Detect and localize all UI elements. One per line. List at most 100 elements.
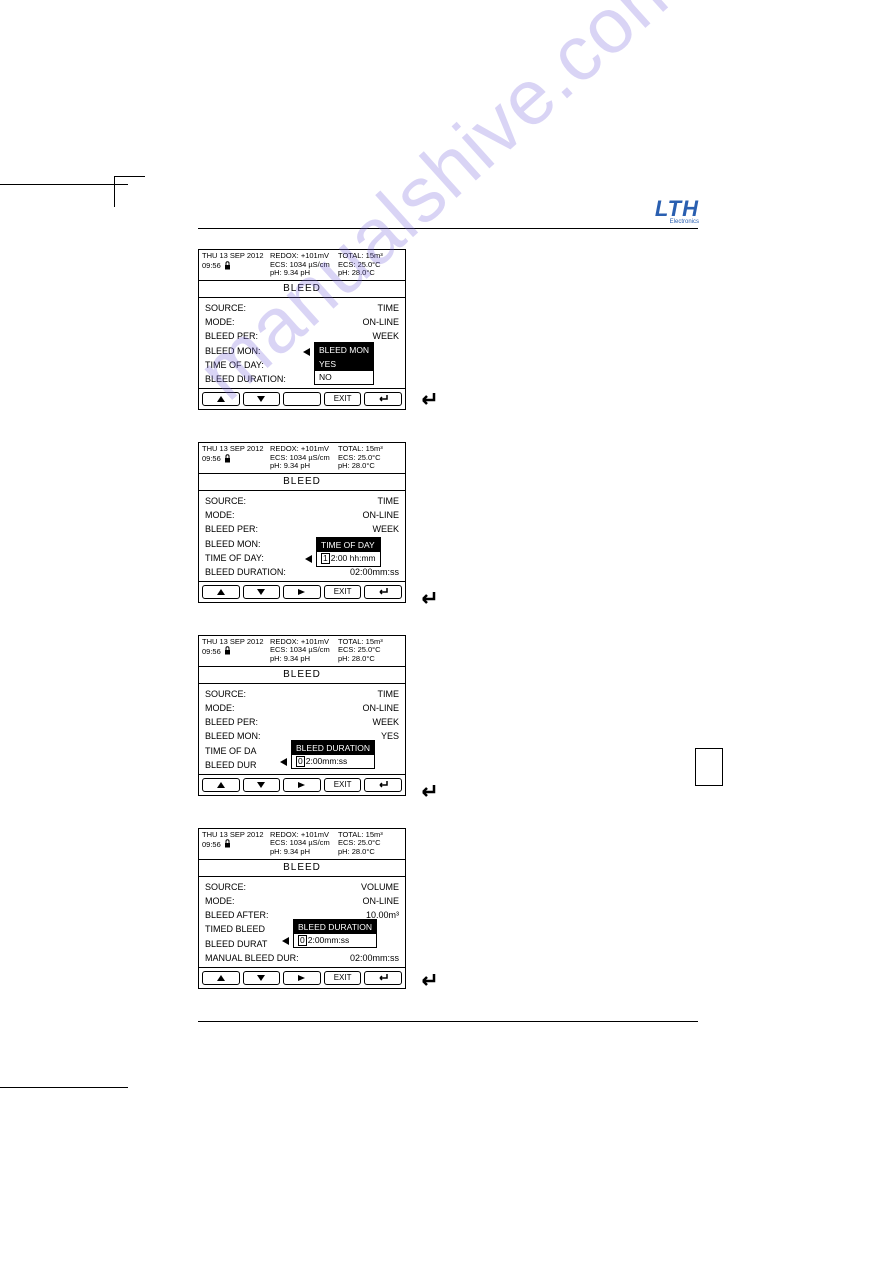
popup-input[interactable]: 02:00mm:ss xyxy=(294,934,376,948)
enter-button[interactable] xyxy=(364,778,402,792)
param-value: WEEK xyxy=(372,717,399,728)
screen-body: SOURCE: VOLUME MODE: ON-LINE BLEED AFTER… xyxy=(199,877,405,967)
screen-title: BLEED xyxy=(199,860,405,878)
lcd-screenshot: THU 13 SEP 2012 09:56 REDOX: +101mVECS: … xyxy=(198,828,406,989)
screen-header: THU 13 SEP 2012 09:56 REDOX: +101mVECS: … xyxy=(199,250,405,281)
page-tab xyxy=(695,748,723,786)
param-label: MANUAL BLEED DUR: xyxy=(205,953,299,964)
enter-button[interactable] xyxy=(364,392,402,406)
param-row: SOURCE: VOLUME xyxy=(205,880,399,894)
param-value: TIME xyxy=(378,496,400,507)
param-label: BLEED DURATION: xyxy=(205,567,286,578)
param-row: MANUAL BLEED DUR: 02:00mm:ss xyxy=(205,951,399,965)
param-value: ON-LINE xyxy=(362,703,399,714)
param-value: VOLUME xyxy=(361,882,399,893)
hdr-col-1: THU 13 SEP 2012 09:56 xyxy=(202,638,266,664)
hdr-time: 09:56 xyxy=(202,841,221,850)
popup: BLEED MON YESNO xyxy=(314,342,374,385)
param-value: ON-LINE xyxy=(362,317,399,328)
bottom-rule xyxy=(198,1021,698,1022)
param-label: MODE: xyxy=(205,703,235,714)
param-label: TIME OF DAY: xyxy=(205,553,264,564)
top-rule xyxy=(198,228,698,229)
hdr-col-1: THU 13 SEP 2012 09:56 xyxy=(202,831,266,857)
up-button[interactable] xyxy=(202,971,240,985)
up-button[interactable] xyxy=(202,778,240,792)
screen-body: SOURCE: TIME MODE: ON-LINE BLEED PER: WE… xyxy=(199,491,405,581)
enter-icon xyxy=(418,590,438,611)
lock-icon xyxy=(224,839,231,851)
param-label: MODE: xyxy=(205,317,235,328)
param-label: SOURCE: xyxy=(205,303,246,314)
screen-header: THU 13 SEP 2012 09:56 REDOX: +101mVECS: … xyxy=(199,636,405,667)
screen-footer: EXIT xyxy=(199,581,405,602)
param-label: BLEED MON: xyxy=(205,539,261,550)
crop-corner-tl xyxy=(114,176,145,207)
popup-option[interactable]: YES xyxy=(315,357,373,371)
param-row: SOURCE: TIME xyxy=(205,687,399,701)
up-button[interactable] xyxy=(202,585,240,599)
param-row: MODE: ON-LINE xyxy=(205,509,399,523)
param-label: BLEED MON: xyxy=(205,731,261,742)
exit-button[interactable]: EXIT xyxy=(324,585,362,599)
param-label: BLEED PER: xyxy=(205,524,258,535)
right-button[interactable] xyxy=(283,392,321,406)
down-button[interactable] xyxy=(243,585,281,599)
popup-option[interactable]: NO xyxy=(315,371,373,385)
screen-footer: EXIT xyxy=(199,388,405,409)
param-value: TIME xyxy=(378,303,400,314)
param-value: WEEK xyxy=(372,524,399,535)
popup-title: BLEED DURATION xyxy=(294,920,376,934)
param-label: BLEED MON: xyxy=(205,346,261,357)
param-row: BLEED DURATION: 02:00mm:ss xyxy=(205,566,399,580)
param-label: BLEED PER: xyxy=(205,717,258,728)
screen-body: SOURCE: TIME MODE: ON-LINE BLEED PER: WE… xyxy=(199,298,405,388)
enter-icon xyxy=(418,391,438,412)
popup: BLEED DURATION 02:00mm:ss xyxy=(291,740,375,769)
down-button[interactable] xyxy=(243,392,281,406)
param-value: 02:00mm:ss xyxy=(350,953,399,964)
down-button[interactable] xyxy=(243,778,281,792)
param-label: MODE: xyxy=(205,510,235,521)
exit-button[interactable]: EXIT xyxy=(324,971,362,985)
hdr-time-row: 09:56 xyxy=(202,839,266,851)
popup-title: BLEED DURATION xyxy=(292,741,374,755)
pointer-icon xyxy=(303,348,310,356)
popup: BLEED DURATION 02:00mm:ss xyxy=(293,919,377,948)
lcd-screenshot: THU 13 SEP 2012 09:56 REDOX: +101mVECS: … xyxy=(198,635,406,796)
param-label: BLEED DURATION: xyxy=(205,374,286,385)
enter-button[interactable] xyxy=(364,971,402,985)
param-row: BLEED PER: WEEK xyxy=(205,716,399,730)
popup-input[interactable]: 12:00 hh:mm xyxy=(317,552,380,566)
screen-header: THU 13 SEP 2012 09:56 REDOX: +101mVECS: … xyxy=(199,829,405,860)
right-button[interactable] xyxy=(283,778,321,792)
lcd-screenshot: THU 13 SEP 2012 09:56 REDOX: +101mVECS: … xyxy=(198,249,406,410)
param-label: BLEED PER: xyxy=(205,331,258,342)
screen-footer: EXIT xyxy=(199,967,405,988)
hdr-time-row: 09:56 xyxy=(202,454,266,466)
lcd-screenshot: THU 13 SEP 2012 09:56 REDOX: +101mVECS: … xyxy=(198,442,406,603)
popup-title: BLEED MON xyxy=(315,343,373,357)
hdr-col-2: REDOX: +101mVECS: 1034 µS/cmpH: 9.34 pH xyxy=(270,638,334,664)
crop-line-top-left xyxy=(0,184,128,185)
hdr-date: THU 13 SEP 2012 xyxy=(202,252,266,261)
param-label: MODE: xyxy=(205,896,235,907)
down-button[interactable] xyxy=(243,971,281,985)
screen-title: BLEED xyxy=(199,281,405,299)
right-button[interactable] xyxy=(283,971,321,985)
hdr-time: 09:56 xyxy=(202,455,221,464)
logo-text: LTH xyxy=(655,196,699,221)
lock-icon xyxy=(224,646,231,658)
hdr-col-3: TOTAL: 15m³ECS: 25.0°CpH: 28.0°C xyxy=(338,445,402,471)
exit-button[interactable]: EXIT xyxy=(324,392,362,406)
enter-button[interactable] xyxy=(364,585,402,599)
pointer-icon xyxy=(282,937,289,945)
param-value: TIME xyxy=(378,689,400,700)
param-label: TIME OF DA xyxy=(205,746,257,757)
right-button[interactable] xyxy=(283,585,321,599)
hdr-col-2: REDOX: +101mVECS: 1034 µS/cmpH: 9.34 pH xyxy=(270,445,334,471)
hdr-col-2: REDOX: +101mVECS: 1034 µS/cmpH: 9.34 pH xyxy=(270,831,334,857)
up-button[interactable] xyxy=(202,392,240,406)
popup-input[interactable]: 02:00mm:ss xyxy=(292,755,374,769)
exit-button[interactable]: EXIT xyxy=(324,778,362,792)
